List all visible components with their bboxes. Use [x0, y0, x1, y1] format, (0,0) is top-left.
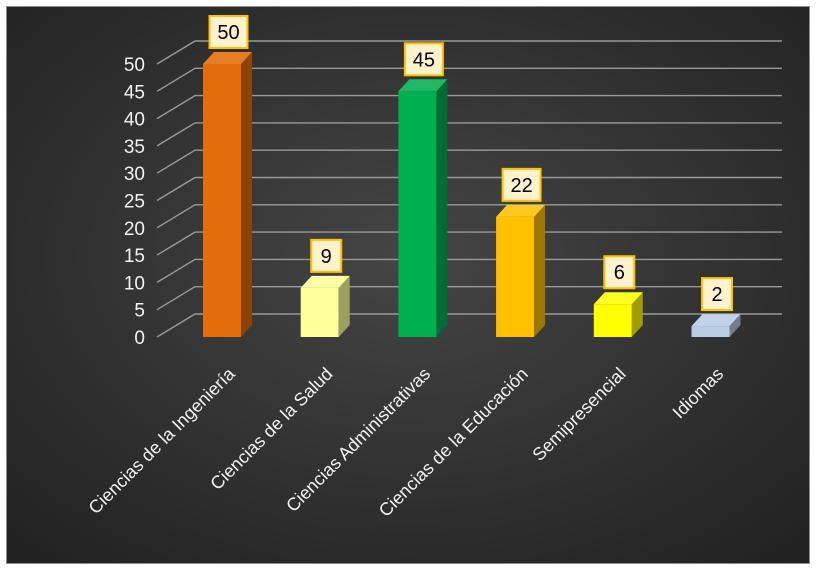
chart-frame: 0 5 10 15 20 25 30 35 40 45 50 Ciencias de la Inge… — [6, 6, 810, 564]
bar — [300, 275, 350, 337]
bar — [203, 52, 252, 337]
gridline — [156, 231, 782, 256]
y-tick-label: 25 — [124, 192, 145, 213]
svg-text:6: 6 — [614, 262, 625, 284]
data-label: 50 — [208, 15, 249, 49]
y-tick-label: 15 — [124, 246, 145, 267]
svg-text:22: 22 — [510, 175, 532, 197]
gridline — [156, 40, 782, 65]
y-tick-label: 45 — [124, 82, 145, 103]
gridline — [156, 94, 782, 120]
y-tick-label: 0 — [134, 328, 145, 349]
gridline — [156, 149, 782, 174]
bar — [398, 79, 448, 338]
data-label: 9 — [310, 238, 343, 273]
data-label: 2 — [701, 277, 733, 312]
svg-text:45: 45 — [413, 49, 435, 71]
y-tick-label: 40 — [124, 110, 145, 131]
gridlines — [156, 40, 782, 338]
gridline — [156, 204, 782, 229]
bar — [593, 292, 643, 337]
gridline — [156, 258, 782, 283]
data-label: 45 — [403, 42, 444, 77]
y-tick-label: 10 — [124, 273, 145, 294]
gridline — [156, 286, 782, 311]
svg-text:2: 2 — [711, 284, 722, 306]
y-axis-ticks: 0 5 10 15 20 25 30 35 40 45 50 — [124, 55, 145, 349]
y-tick-label: 20 — [124, 219, 145, 240]
y-tick-label: 35 — [124, 137, 145, 158]
bars — [203, 52, 741, 338]
gridline — [156, 67, 782, 92]
gridline — [156, 122, 782, 147]
svg-text:9: 9 — [321, 246, 332, 268]
y-tick-label: 5 — [134, 301, 145, 322]
data-label: 22 — [501, 167, 542, 202]
gridline — [156, 176, 782, 202]
bar — [691, 314, 741, 337]
data-labels: 50 9 45 22 6 2 — [208, 15, 733, 312]
y-tick-label: 30 — [124, 164, 145, 185]
data-label: 6 — [603, 255, 636, 290]
bar — [496, 204, 546, 337]
gridline — [156, 313, 782, 338]
svg-text:50: 50 — [217, 22, 239, 44]
y-tick-label: 50 — [124, 55, 145, 76]
